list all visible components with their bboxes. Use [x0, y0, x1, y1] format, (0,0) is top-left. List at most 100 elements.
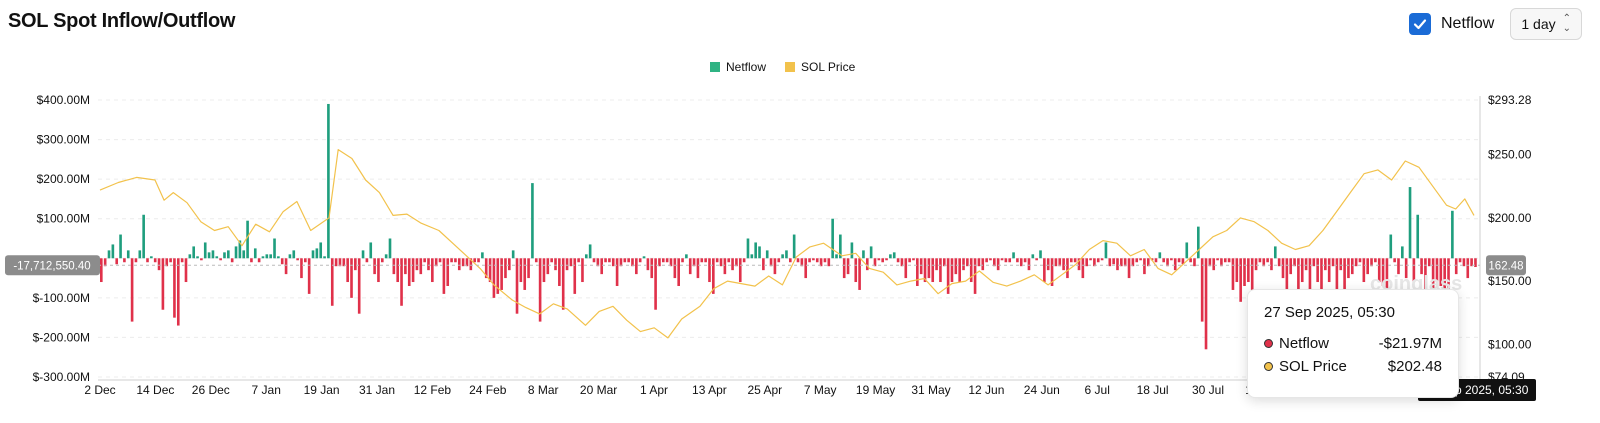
netflow-bar [169, 258, 172, 263]
netflow-bar [1343, 258, 1346, 302]
netflow-bar [1293, 258, 1296, 267]
netflow-bar [565, 258, 569, 271]
netflow-bar [123, 258, 126, 263]
netflow-bar [238, 240, 242, 259]
netflow-bar [1397, 258, 1400, 275]
x-tick-label: 2 Dec [84, 383, 115, 397]
netflow-bar [427, 258, 430, 271]
netflow-bar [677, 258, 680, 286]
netflow-bar [1023, 258, 1027, 263]
x-tick-label: 25 Apr [747, 383, 782, 397]
netflow-bar [1200, 258, 1204, 322]
netflow-bar [1116, 258, 1119, 271]
netflow-bar [365, 258, 369, 263]
netflow-bar [835, 254, 838, 259]
netflow-checkbox[interactable] [1409, 13, 1431, 35]
netflow-bar [1046, 258, 1050, 271]
netflow-bar [996, 258, 1000, 271]
netflow-bar [865, 258, 869, 271]
netflow-bar [1216, 258, 1219, 261]
netflow-bar [631, 258, 634, 267]
netflow-bar [411, 258, 415, 283]
netflow-bar [1193, 258, 1196, 267]
netflow-bar [1327, 258, 1331, 283]
netflow-bar [604, 258, 607, 263]
netflow-bar [1435, 258, 1439, 283]
netflow-bar [558, 258, 561, 286]
netflow-bar [223, 252, 226, 259]
netflow-bar [1404, 258, 1408, 279]
netflow-bar [1381, 258, 1385, 286]
netflow-bar [400, 258, 403, 306]
netflow-bar [588, 244, 592, 259]
netflow-bar [973, 258, 977, 294]
netflow-bar [173, 258, 176, 318]
netflow-bar [207, 252, 211, 259]
netflow-bar [1081, 258, 1085, 279]
netflow-bar [1231, 258, 1235, 290]
netflow-bar [184, 258, 188, 283]
netflow-bar [600, 258, 604, 275]
netflow-bar [584, 254, 588, 259]
netflow-bar [319, 242, 323, 259]
netflow-bar [119, 234, 122, 259]
netflow-bar [1100, 258, 1104, 261]
netflow-bar [496, 258, 500, 294]
netflow-bar [481, 252, 484, 259]
netflow-bar [357, 258, 361, 314]
netflow-bar [1250, 258, 1254, 290]
netflow-bar [1374, 258, 1377, 263]
netflow-bar [203, 242, 207, 259]
netflow-bar [842, 258, 846, 279]
netflow-bar [354, 258, 357, 271]
netflow-bar [1412, 258, 1416, 283]
netflow-bar [1458, 258, 1462, 263]
netflow-bar [384, 254, 388, 259]
netflow-bar [746, 238, 750, 259]
netflow-bar [1316, 258, 1319, 283]
netflow-toggle[interactable]: Netflow [1409, 13, 1494, 35]
netflow-bar [792, 234, 796, 259]
netflow-bar [704, 258, 707, 263]
netflow-bar [227, 250, 230, 259]
netflow-bar [1350, 258, 1354, 275]
netflow-bar [1054, 258, 1058, 267]
netflow-bar [188, 254, 192, 259]
netflow-bar [904, 258, 908, 279]
netflow-bar [1362, 258, 1366, 283]
x-tick-label: 26 Dec [192, 383, 230, 397]
netflow-bar [1212, 258, 1216, 271]
netflow-bar [1377, 258, 1381, 283]
netflow-bar [812, 258, 815, 261]
netflow-bar [619, 258, 623, 267]
netflow-bar [1320, 258, 1323, 294]
netflow-bar [719, 258, 723, 267]
interval-select[interactable]: 1 day ⌃ ⌄ [1510, 8, 1582, 40]
netflow-bar [396, 258, 400, 283]
x-tick-label: 14 Dec [136, 383, 174, 397]
netflow-bar [473, 258, 476, 263]
netflow-bar [1062, 258, 1065, 271]
x-tick-label: 12 Feb [414, 383, 452, 397]
netflow-bar [912, 258, 915, 261]
netflow-bar [1170, 258, 1173, 261]
y-right-tick-label: $100.00 [1488, 337, 1532, 351]
netflow-bar [692, 258, 696, 267]
netflow-bar [153, 258, 157, 263]
netflow-bar [808, 258, 811, 263]
netflow-bar [1069, 258, 1073, 263]
netflow-bar [627, 258, 630, 263]
netflow-bar [142, 214, 145, 259]
netflow-bar [1123, 258, 1127, 267]
netflow-bar [450, 258, 453, 263]
netflow-bar [419, 258, 423, 275]
netflow-bar [196, 256, 199, 259]
netflow-bar [542, 258, 546, 283]
netflow-bar [789, 258, 792, 263]
netflow-bar [596, 258, 600, 267]
legend-price-swatch [785, 62, 795, 72]
netflow-bar [1197, 226, 1200, 259]
netflow-bar [754, 242, 757, 259]
netflow-bar [1135, 258, 1139, 263]
x-tick-label: 18 Jul [1137, 383, 1169, 397]
